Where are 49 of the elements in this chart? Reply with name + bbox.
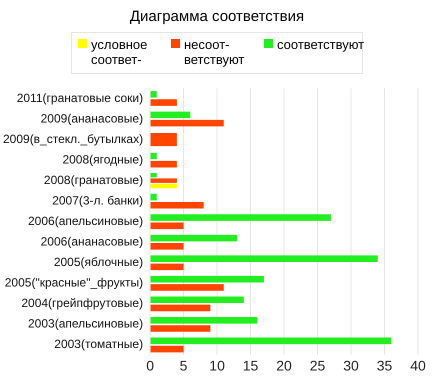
bar: [150, 296, 244, 304]
chart-title: Диаграмма соответствия: [128, 7, 306, 27]
bar: [150, 184, 177, 188]
bar: [150, 152, 157, 160]
y-tick-label: 2007(3-л. банки): [52, 193, 144, 208]
y-tick-label: 2003(апельсиновые): [28, 316, 144, 331]
bar: [150, 202, 204, 209]
bar: [150, 222, 184, 230]
bar: [150, 234, 238, 242]
bar: [150, 214, 331, 221]
y-tick-label: 2011(гранатовые соки): [16, 90, 144, 105]
y-tick-label: 2009(в_стекл._бутылках): [2, 132, 144, 146]
y-tick-label: 2005(яблочные): [54, 255, 144, 270]
bar: [150, 338, 392, 344]
legend-label: соответствуют: [277, 37, 364, 52]
x-tick-label: 20: [276, 357, 292, 374]
bar: [150, 325, 210, 332]
x-tick-label: 5: [180, 357, 188, 374]
bar: [150, 112, 190, 118]
x-tick-label: 15: [242, 357, 259, 374]
y-tick-label: 2005("красные"_фрукты): [4, 276, 144, 290]
y-tick-label: 2009(ананасовые): [40, 111, 144, 126]
y-tick-label: 2003(томатные): [54, 337, 144, 352]
bar: [150, 346, 184, 352]
x-tick-label: 35: [376, 357, 393, 374]
y-tick-label: 2004(грейпфрутовые): [21, 296, 144, 310]
y-tick-label: 2006(ананасовые): [40, 234, 144, 249]
y-tick-label: 2006(апельсиновые): [28, 214, 144, 228]
bar: [150, 120, 224, 126]
x-tick-label: 10: [209, 357, 226, 374]
x-tick-label: 40: [410, 357, 426, 374]
bar: [150, 160, 177, 168]
legend-label: условное соответ-: [91, 37, 148, 67]
bar: [150, 99, 177, 106]
bar: [150, 243, 184, 250]
bar: [150, 276, 264, 282]
bar: [150, 304, 210, 312]
bar: [150, 317, 258, 324]
bar: [150, 194, 157, 200]
y-tick-label: 2008(гранатовые): [44, 172, 144, 187]
y-tick-label: 2008(ягодные): [62, 152, 144, 166]
x-tick-label: 25: [310, 357, 326, 374]
bar: [150, 91, 157, 98]
legend-label: несоот-ветствуют: [184, 37, 246, 67]
bar: [150, 284, 224, 291]
x-tick-label: 0: [146, 357, 154, 374]
x-tick-label: 30: [343, 357, 360, 374]
bar: [150, 255, 378, 262]
bar: [150, 264, 184, 270]
